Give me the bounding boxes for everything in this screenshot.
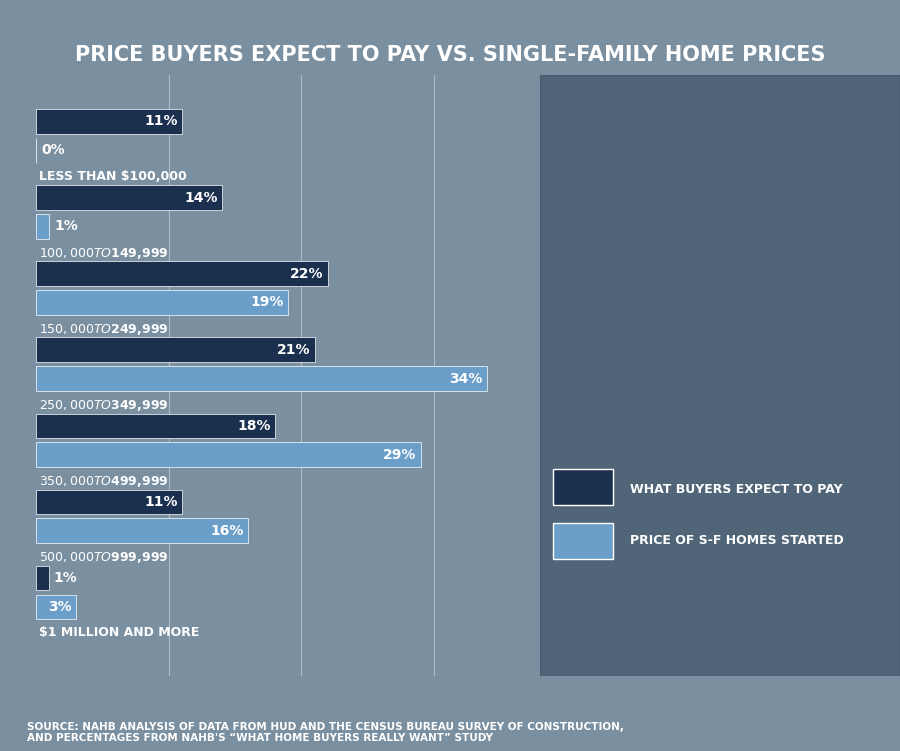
Text: $350,000 TO $499,999: $350,000 TO $499,999 bbox=[39, 475, 168, 490]
Text: PRICE OF S-F HOMES STARTED: PRICE OF S-F HOMES STARTED bbox=[630, 534, 843, 547]
Text: $1 MILLION AND MORE: $1 MILLION AND MORE bbox=[39, 626, 199, 639]
Bar bbox=[36, 518, 248, 543]
Bar bbox=[36, 595, 76, 619]
Text: 34%: 34% bbox=[450, 372, 483, 385]
Bar bbox=[36, 414, 274, 438]
Text: 1%: 1% bbox=[55, 219, 78, 234]
Text: 14%: 14% bbox=[184, 191, 218, 204]
Bar bbox=[36, 566, 50, 590]
Bar bbox=[36, 337, 314, 362]
Text: WHAT BUYERS EXPECT TO PAY: WHAT BUYERS EXPECT TO PAY bbox=[630, 483, 842, 496]
FancyBboxPatch shape bbox=[554, 469, 613, 505]
Text: 16%: 16% bbox=[211, 523, 244, 538]
Text: $150,000 TO $249,999: $150,000 TO $249,999 bbox=[39, 322, 168, 337]
Text: 11%: 11% bbox=[144, 495, 178, 508]
Bar bbox=[36, 261, 328, 286]
Text: 22%: 22% bbox=[291, 267, 324, 281]
Text: 1%: 1% bbox=[53, 571, 77, 585]
Text: 18%: 18% bbox=[238, 419, 271, 433]
Text: 11%: 11% bbox=[144, 114, 178, 128]
Text: PRICE BUYERS EXPECT TO PAY VS. SINGLE-FAMILY HOME PRICES: PRICE BUYERS EXPECT TO PAY VS. SINGLE-FA… bbox=[75, 45, 825, 65]
Text: 3%: 3% bbox=[49, 600, 72, 614]
Bar bbox=[36, 442, 420, 467]
Text: $100,000 TO $149,999: $100,000 TO $149,999 bbox=[39, 246, 168, 261]
FancyBboxPatch shape bbox=[554, 523, 613, 559]
Text: 19%: 19% bbox=[250, 295, 284, 309]
Bar bbox=[36, 366, 487, 391]
Bar bbox=[36, 490, 182, 514]
Bar bbox=[36, 110, 182, 134]
Text: SOURCE: NAHB ANALYSIS OF DATA FROM HUD AND THE CENSUS BUREAU SURVEY OF CONSTRUCT: SOURCE: NAHB ANALYSIS OF DATA FROM HUD A… bbox=[27, 722, 624, 743]
Text: LESS THAN $100,000: LESS THAN $100,000 bbox=[39, 170, 186, 183]
Text: $500,000 TO $999,999: $500,000 TO $999,999 bbox=[39, 550, 168, 566]
Bar bbox=[36, 291, 288, 315]
Text: 0%: 0% bbox=[41, 143, 65, 158]
Text: 21%: 21% bbox=[277, 342, 310, 357]
Bar bbox=[36, 214, 50, 239]
Text: 29%: 29% bbox=[383, 448, 417, 462]
Bar bbox=[36, 185, 221, 210]
Text: $250,000 TO $349,999: $250,000 TO $349,999 bbox=[39, 398, 168, 413]
